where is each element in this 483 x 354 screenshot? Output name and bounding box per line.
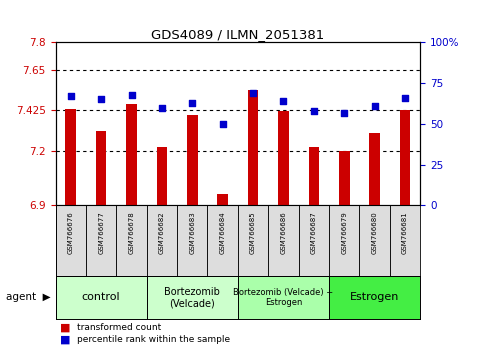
Text: GSM766685: GSM766685	[250, 211, 256, 253]
Bar	[309, 147, 319, 205]
Bar	[96, 131, 106, 205]
Text: GSM766677: GSM766677	[98, 211, 104, 254]
Text: percentile rank within the sample: percentile rank within the sample	[77, 335, 230, 344]
Bar	[329, 205, 359, 276]
Bar	[268, 205, 298, 276]
Bar	[56, 276, 147, 319]
Bar	[177, 205, 208, 276]
Bar	[217, 194, 228, 205]
Text: GSM766687: GSM766687	[311, 211, 317, 254]
Bar	[86, 205, 116, 276]
Text: GSM766686: GSM766686	[281, 211, 286, 254]
Bar	[359, 205, 390, 276]
Text: GSM766684: GSM766684	[220, 211, 226, 253]
Text: GSM766680: GSM766680	[371, 211, 378, 254]
Bar	[116, 205, 147, 276]
Bar	[208, 205, 238, 276]
Bar	[147, 276, 238, 319]
Text: control: control	[82, 292, 120, 302]
Text: ■: ■	[60, 335, 71, 345]
Text: GSM766678: GSM766678	[128, 211, 135, 254]
Point	[188, 100, 196, 105]
Bar	[126, 104, 137, 205]
Text: GSM766683: GSM766683	[189, 211, 195, 254]
Text: Bortezomib (Velcade) +
Estrogen: Bortezomib (Velcade) + Estrogen	[233, 288, 334, 307]
Point	[401, 95, 409, 101]
Text: Bortezomib
(Velcade): Bortezomib (Velcade)	[164, 286, 220, 308]
Bar	[390, 205, 420, 276]
Bar	[298, 205, 329, 276]
Text: Estrogen: Estrogen	[350, 292, 399, 302]
Text: GSM766681: GSM766681	[402, 211, 408, 254]
Text: agent  ▶: agent ▶	[6, 292, 51, 302]
Point	[128, 92, 135, 97]
Bar	[187, 115, 198, 205]
Bar	[400, 110, 411, 205]
Point	[341, 110, 348, 115]
Bar	[339, 151, 350, 205]
Text: GSM766676: GSM766676	[68, 211, 74, 254]
Point	[158, 105, 166, 110]
Point	[67, 93, 74, 99]
Bar	[278, 111, 289, 205]
Point	[219, 121, 227, 127]
Text: GSM766682: GSM766682	[159, 211, 165, 253]
Point	[97, 97, 105, 102]
Bar	[147, 205, 177, 276]
Text: ■: ■	[60, 322, 71, 332]
Point	[280, 98, 287, 104]
Point	[249, 90, 257, 96]
Bar	[369, 133, 380, 205]
Bar	[65, 109, 76, 205]
Point	[310, 108, 318, 114]
Text: transformed count: transformed count	[77, 323, 161, 332]
Bar	[238, 276, 329, 319]
Bar	[156, 147, 167, 205]
Text: GSM766679: GSM766679	[341, 211, 347, 254]
Bar	[56, 205, 86, 276]
Title: GDS4089 / ILMN_2051381: GDS4089 / ILMN_2051381	[151, 28, 325, 41]
Bar	[248, 90, 258, 205]
Bar	[238, 205, 268, 276]
Bar	[329, 276, 420, 319]
Point	[371, 103, 379, 109]
